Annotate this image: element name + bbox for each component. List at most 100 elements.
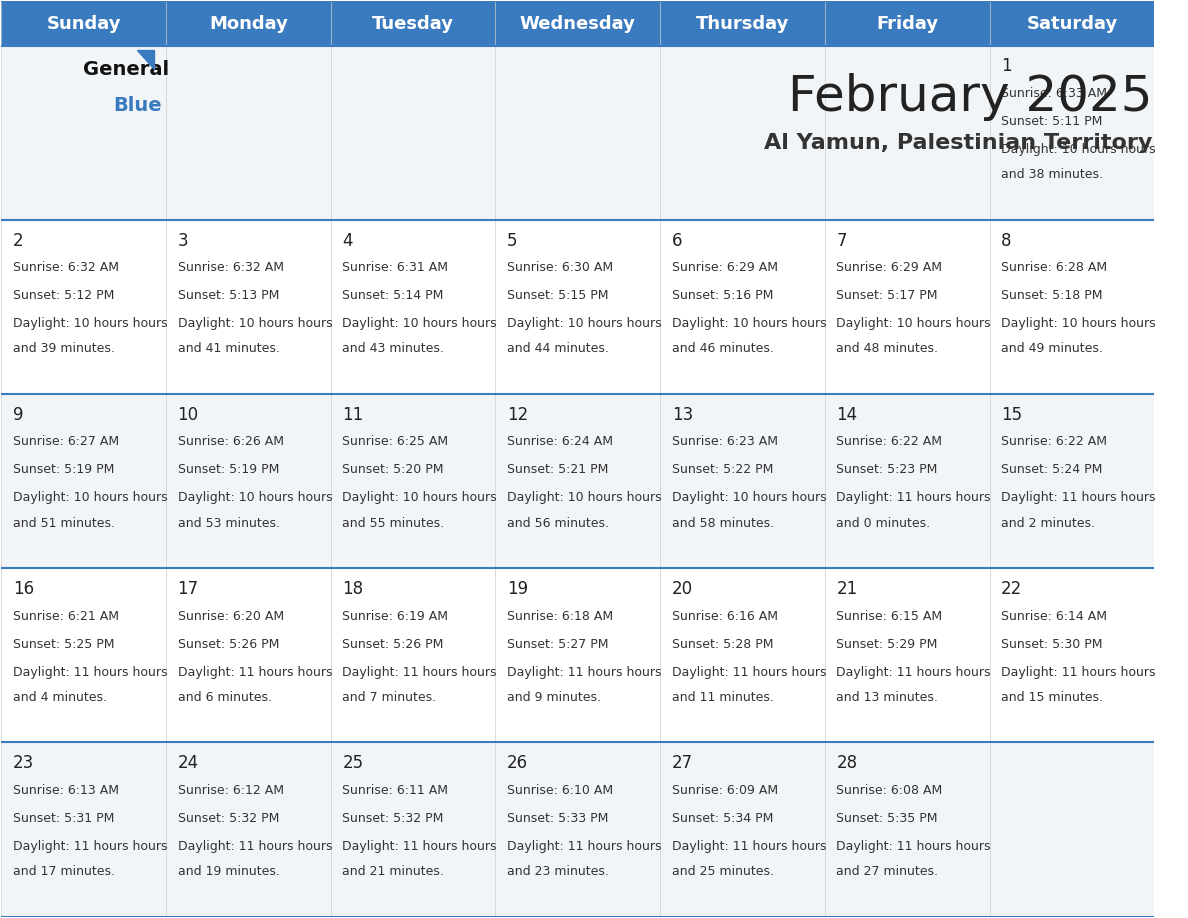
Text: 5: 5 (507, 231, 518, 250)
Text: and 15 minutes.: and 15 minutes. (1001, 690, 1104, 704)
Text: Daylight: 11 hours hours: Daylight: 11 hours hours (13, 666, 168, 678)
Text: and 13 minutes.: and 13 minutes. (836, 690, 939, 704)
Text: Sunset: 5:20 PM: Sunset: 5:20 PM (342, 464, 444, 476)
Text: 25: 25 (342, 755, 364, 772)
Text: 2: 2 (13, 231, 24, 250)
Text: Daylight: 11 hours hours: Daylight: 11 hours hours (1001, 666, 1156, 678)
Text: and 51 minutes.: and 51 minutes. (13, 517, 115, 530)
FancyBboxPatch shape (495, 394, 661, 568)
Text: Sunset: 5:26 PM: Sunset: 5:26 PM (178, 638, 279, 651)
Text: and 7 minutes.: and 7 minutes. (342, 690, 436, 704)
FancyBboxPatch shape (824, 743, 990, 916)
Text: and 6 minutes.: and 6 minutes. (178, 690, 272, 704)
Text: 22: 22 (1001, 580, 1023, 598)
Text: and 19 minutes.: and 19 minutes. (178, 865, 279, 878)
Text: and 27 minutes.: and 27 minutes. (836, 865, 939, 878)
Text: Sunset: 5:34 PM: Sunset: 5:34 PM (671, 812, 773, 824)
Text: and 46 minutes.: and 46 minutes. (671, 342, 773, 355)
Text: Sunset: 5:32 PM: Sunset: 5:32 PM (178, 812, 279, 824)
Text: Monday: Monday (209, 15, 287, 32)
FancyBboxPatch shape (824, 568, 990, 743)
Text: Sunset: 5:28 PM: Sunset: 5:28 PM (671, 638, 773, 651)
Text: and 21 minutes.: and 21 minutes. (342, 865, 444, 878)
FancyBboxPatch shape (824, 394, 990, 568)
Text: and 25 minutes.: and 25 minutes. (671, 865, 773, 878)
Text: Daylight: 11 hours hours: Daylight: 11 hours hours (671, 840, 826, 853)
Text: Daylight: 11 hours hours: Daylight: 11 hours hours (342, 840, 497, 853)
FancyBboxPatch shape (661, 743, 824, 916)
Text: and 58 minutes.: and 58 minutes. (671, 517, 773, 530)
FancyBboxPatch shape (990, 568, 1155, 743)
FancyBboxPatch shape (990, 220, 1155, 394)
Text: Sunrise: 6:33 AM: Sunrise: 6:33 AM (1001, 87, 1107, 100)
FancyBboxPatch shape (330, 568, 495, 743)
Text: 11: 11 (342, 406, 364, 424)
Text: Sunset: 5:29 PM: Sunset: 5:29 PM (836, 638, 937, 651)
Text: Sunrise: 6:24 AM: Sunrise: 6:24 AM (507, 435, 613, 448)
FancyBboxPatch shape (166, 743, 330, 916)
FancyBboxPatch shape (1, 394, 166, 568)
Text: Sunrise: 6:08 AM: Sunrise: 6:08 AM (836, 784, 943, 797)
Text: Sunset: 5:11 PM: Sunset: 5:11 PM (1001, 115, 1102, 128)
Text: Sunrise: 6:10 AM: Sunrise: 6:10 AM (507, 784, 613, 797)
Text: 23: 23 (13, 755, 34, 772)
Text: Sunrise: 6:13 AM: Sunrise: 6:13 AM (13, 784, 119, 797)
Text: Sunrise: 6:26 AM: Sunrise: 6:26 AM (178, 435, 284, 448)
Text: Sunrise: 6:19 AM: Sunrise: 6:19 AM (342, 610, 448, 622)
Text: and 17 minutes.: and 17 minutes. (13, 865, 115, 878)
Text: Wednesday: Wednesday (520, 15, 636, 32)
Text: and 38 minutes.: and 38 minutes. (1001, 168, 1104, 181)
Text: and 4 minutes.: and 4 minutes. (13, 690, 107, 704)
Text: Sunset: 5:25 PM: Sunset: 5:25 PM (13, 638, 114, 651)
Text: 24: 24 (178, 755, 198, 772)
Text: Sunset: 5:24 PM: Sunset: 5:24 PM (1001, 464, 1102, 476)
Text: Sunrise: 6:23 AM: Sunrise: 6:23 AM (671, 435, 778, 448)
Text: Sunset: 5:12 PM: Sunset: 5:12 PM (13, 289, 114, 302)
Text: Daylight: 11 hours hours: Daylight: 11 hours hours (836, 666, 991, 678)
FancyBboxPatch shape (330, 743, 495, 916)
FancyBboxPatch shape (330, 394, 495, 568)
FancyBboxPatch shape (166, 394, 330, 568)
Text: Daylight: 10 hours hours: Daylight: 10 hours hours (1001, 318, 1156, 330)
Text: Sunrise: 6:31 AM: Sunrise: 6:31 AM (342, 262, 448, 274)
FancyBboxPatch shape (990, 46, 1155, 220)
Text: Tuesday: Tuesday (372, 15, 454, 32)
FancyBboxPatch shape (495, 568, 661, 743)
FancyBboxPatch shape (661, 46, 824, 220)
Text: Daylight: 10 hours hours: Daylight: 10 hours hours (507, 318, 662, 330)
Text: Sunrise: 6:12 AM: Sunrise: 6:12 AM (178, 784, 284, 797)
Text: Sunrise: 6:21 AM: Sunrise: 6:21 AM (13, 610, 119, 622)
Text: Daylight: 10 hours hours: Daylight: 10 hours hours (13, 318, 168, 330)
Text: 12: 12 (507, 406, 529, 424)
Text: 4: 4 (342, 231, 353, 250)
Text: and 41 minutes.: and 41 minutes. (178, 342, 279, 355)
FancyBboxPatch shape (330, 220, 495, 394)
Text: 27: 27 (671, 755, 693, 772)
Text: Daylight: 11 hours hours: Daylight: 11 hours hours (507, 666, 662, 678)
Text: Sunrise: 6:16 AM: Sunrise: 6:16 AM (671, 610, 778, 622)
Text: Sunset: 5:19 PM: Sunset: 5:19 PM (13, 464, 114, 476)
Text: Sunset: 5:18 PM: Sunset: 5:18 PM (1001, 289, 1102, 302)
FancyBboxPatch shape (661, 394, 824, 568)
Text: 7: 7 (836, 231, 847, 250)
Text: 3: 3 (178, 231, 188, 250)
Text: Sunset: 5:31 PM: Sunset: 5:31 PM (13, 812, 114, 824)
Text: Daylight: 10 hours hours: Daylight: 10 hours hours (671, 491, 827, 505)
Text: Daylight: 11 hours hours: Daylight: 11 hours hours (507, 840, 662, 853)
Text: and 43 minutes.: and 43 minutes. (342, 342, 444, 355)
Text: and 53 minutes.: and 53 minutes. (178, 517, 279, 530)
Text: 9: 9 (13, 406, 24, 424)
Text: Sunset: 5:23 PM: Sunset: 5:23 PM (836, 464, 937, 476)
Text: 17: 17 (178, 580, 198, 598)
FancyBboxPatch shape (661, 220, 824, 394)
Text: and 39 minutes.: and 39 minutes. (13, 342, 115, 355)
Text: and 2 minutes.: and 2 minutes. (1001, 517, 1095, 530)
FancyBboxPatch shape (330, 46, 495, 220)
Text: Daylight: 10 hours hours: Daylight: 10 hours hours (178, 491, 333, 505)
Text: 6: 6 (671, 231, 682, 250)
Text: and 48 minutes.: and 48 minutes. (836, 342, 939, 355)
Text: Blue: Blue (113, 96, 162, 116)
Text: Daylight: 10 hours hours: Daylight: 10 hours hours (342, 318, 497, 330)
Text: Sunrise: 6:18 AM: Sunrise: 6:18 AM (507, 610, 613, 622)
Text: Daylight: 11 hours hours: Daylight: 11 hours hours (671, 666, 826, 678)
